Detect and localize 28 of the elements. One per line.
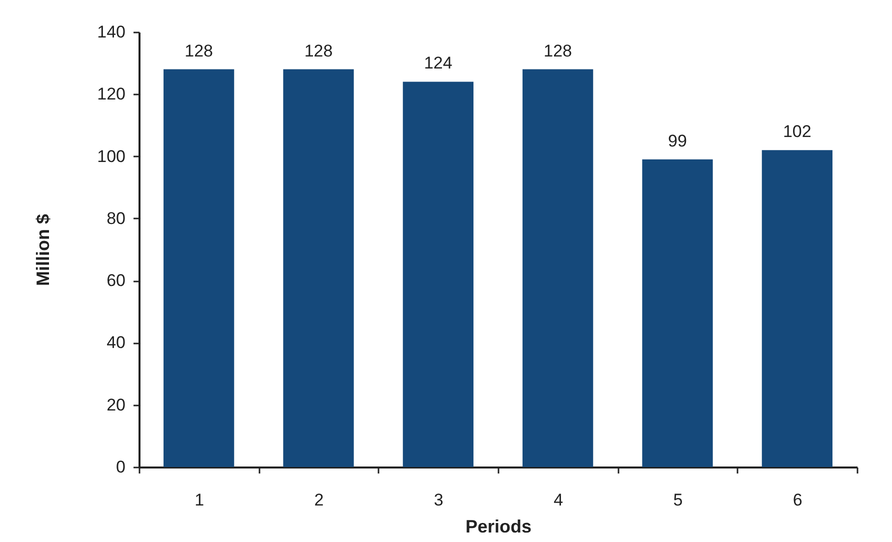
data-label: 128 xyxy=(544,41,572,60)
data-label: 128 xyxy=(304,41,333,60)
data-label: 124 xyxy=(424,54,452,73)
y-tick-label: 20 xyxy=(106,395,126,414)
y-axis-title: Million $ xyxy=(33,214,54,286)
bar xyxy=(283,69,354,467)
data-label: 128 xyxy=(184,41,214,60)
y-tick-label: 80 xyxy=(106,208,126,228)
y-tick-label: 100 xyxy=(97,146,126,166)
y-tick-label: 40 xyxy=(106,333,126,352)
data-label: 102 xyxy=(782,122,812,142)
x-axis-title: Periods xyxy=(465,516,532,536)
y-tick-label: 120 xyxy=(97,84,126,104)
bar xyxy=(522,69,594,467)
x-tick-label: 6 xyxy=(792,490,802,510)
bar xyxy=(164,69,234,467)
y-tick-label: 140 xyxy=(97,22,126,42)
bar xyxy=(642,159,713,467)
x-tick-label: 4 xyxy=(554,490,564,510)
y-tick-label: 0 xyxy=(116,458,126,476)
data-label: 99 xyxy=(668,131,687,150)
x-tick-label: 3 xyxy=(434,490,444,510)
bar xyxy=(402,82,474,467)
x-tick-label: 5 xyxy=(673,490,683,510)
x-tick-label: 1 xyxy=(194,490,204,510)
y-tick-label: 60 xyxy=(106,271,126,290)
bar xyxy=(762,150,832,467)
x-tick-label: 2 xyxy=(314,490,324,510)
